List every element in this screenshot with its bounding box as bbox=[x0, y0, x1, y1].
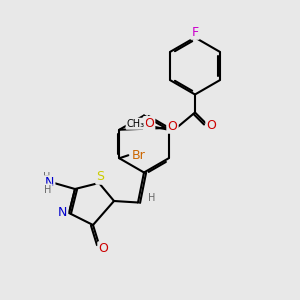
Text: O: O bbox=[168, 119, 177, 133]
Text: H: H bbox=[148, 193, 155, 203]
Text: O: O bbox=[144, 117, 154, 130]
Text: O: O bbox=[99, 242, 108, 256]
Text: Br: Br bbox=[132, 149, 146, 162]
Text: N: N bbox=[58, 206, 67, 220]
Text: O: O bbox=[207, 119, 216, 133]
Text: CH₃: CH₃ bbox=[127, 119, 145, 129]
Text: F: F bbox=[191, 26, 199, 39]
Text: N: N bbox=[45, 176, 54, 190]
Text: H: H bbox=[44, 184, 52, 195]
Text: S: S bbox=[97, 170, 104, 184]
Text: H: H bbox=[43, 172, 50, 182]
